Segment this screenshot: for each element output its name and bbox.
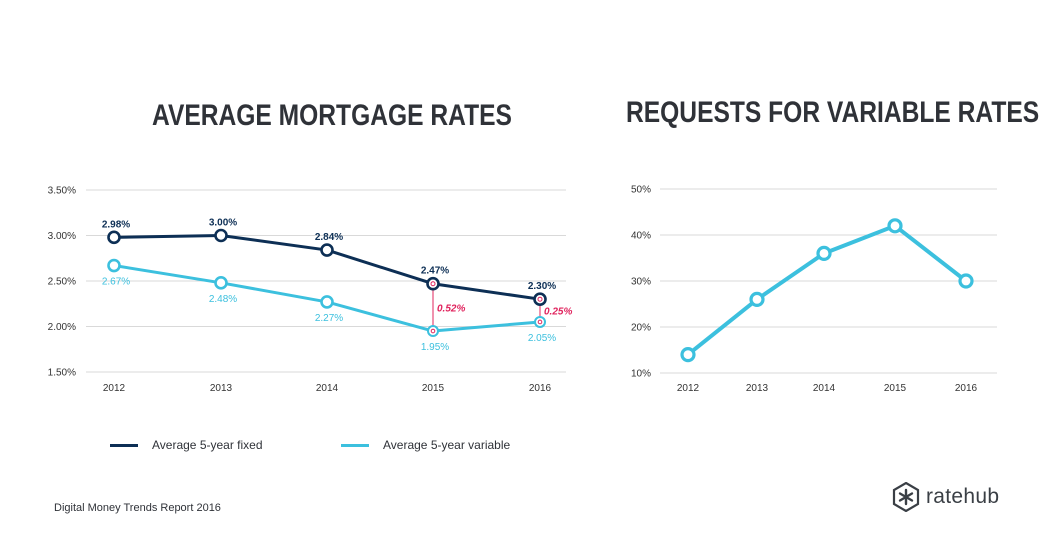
- chart-title-average-mortgage-rates: AVERAGE MORTGAGE RATES: [152, 99, 512, 132]
- point-variable-2016: [534, 315, 546, 328]
- data-label-variable-2016: 2.05%: [528, 333, 556, 344]
- point-variable-2015: [427, 325, 439, 338]
- right-x-tick-label-2013: 2013: [746, 383, 769, 394]
- point-fixed-2012: [107, 230, 121, 245]
- left-x-tick-label-2016: 2016: [529, 383, 552, 394]
- data-label-fixed-2013: 3.00%: [209, 218, 237, 229]
- point-fixed-2014: [320, 243, 334, 257]
- right-x-tick-label-2016: 2016: [955, 383, 978, 394]
- left-y-tick-label-4: 1.50%: [48, 368, 76, 379]
- brand-logo: ratehub: [892, 482, 999, 512]
- legend-item-variable: Average 5-year variable: [341, 438, 510, 452]
- point-fixed-2015: [426, 276, 440, 291]
- point-variable-dot-2016: [537, 319, 543, 325]
- legend-label-fixed: Average 5-year fixed: [152, 438, 263, 452]
- point-fixed-2013: [214, 228, 228, 243]
- point-fixed-dot-2015: [430, 281, 436, 287]
- left-y-tick-label-0: 3.50%: [48, 186, 76, 197]
- left-y-tick-label-3: 2.00%: [48, 322, 76, 333]
- right-y-tick-label-4: 10%: [631, 369, 651, 380]
- legend-label-variable: Average 5-year variable: [383, 438, 511, 452]
- left-y-tick-label-2: 2.50%: [48, 277, 76, 288]
- right-y-tick-label-1: 40%: [631, 231, 651, 242]
- difference-label-2016: 0.25%: [544, 307, 572, 318]
- point-variable-2014: [320, 295, 334, 309]
- ratehub-logo-icon: [892, 482, 920, 512]
- left-x-tick-label-2014: 2014: [316, 383, 339, 394]
- point-variable-2013: [214, 276, 228, 290]
- data-label-variable-2013: 2.48%: [209, 294, 237, 305]
- point-variable-dot-2015: [430, 328, 436, 334]
- legend-swatch-fixed: [110, 443, 138, 447]
- chart-title-requests-for-variable-rates: REQUESTS FOR VARIABLE RATES: [626, 96, 1040, 129]
- difference-label-2015: 0.52%: [437, 303, 465, 314]
- right-x-tick-label-2014: 2014: [813, 383, 836, 394]
- point-variable-2012: [107, 258, 121, 273]
- left-x-tick-label-2015: 2015: [422, 383, 445, 394]
- right-y-tick-label-2: 30%: [631, 277, 651, 288]
- data-label-fixed-2015: 2.47%: [421, 266, 449, 277]
- data-label-fixed-2012: 2.98%: [102, 219, 130, 230]
- data-label-fixed-2014: 2.84%: [315, 232, 343, 243]
- point-fixed-2016: [533, 292, 547, 307]
- legend-item-fixed: Average 5-year fixed: [110, 438, 263, 452]
- point-requests-2014: [816, 245, 832, 261]
- series-line-variable-requests: [686, 223, 968, 357]
- left-y-tick-label-1: 3.00%: [48, 231, 76, 242]
- data-label-variable-2015: 1.95%: [421, 342, 449, 353]
- legend-swatch-variable: [341, 443, 369, 447]
- brand-name: ratehub: [926, 485, 1000, 508]
- right-x-tick-label-2015: 2015: [884, 383, 907, 394]
- point-fixed-dot-2016: [537, 296, 543, 302]
- data-label-variable-2012: 2.67%: [102, 277, 130, 288]
- left-x-tick-label-2012: 2012: [103, 383, 126, 394]
- point-requests-2016: [958, 273, 974, 289]
- right-x-tick-label-2012: 2012: [677, 383, 700, 394]
- footer-report-title: Digital Money Trends Report 2016: [54, 502, 221, 514]
- point-requests-2013: [749, 291, 765, 307]
- data-label-fixed-2016: 2.30%: [528, 281, 556, 292]
- data-label-variable-2014: 2.27%: [315, 313, 343, 324]
- point-requests-2015: [887, 218, 903, 234]
- left-x-tick-label-2013: 2013: [210, 383, 233, 394]
- point-requests-2012: [680, 347, 696, 363]
- right-y-tick-label-3: 20%: [631, 323, 651, 334]
- right-y-tick-label-0: 50%: [631, 185, 651, 196]
